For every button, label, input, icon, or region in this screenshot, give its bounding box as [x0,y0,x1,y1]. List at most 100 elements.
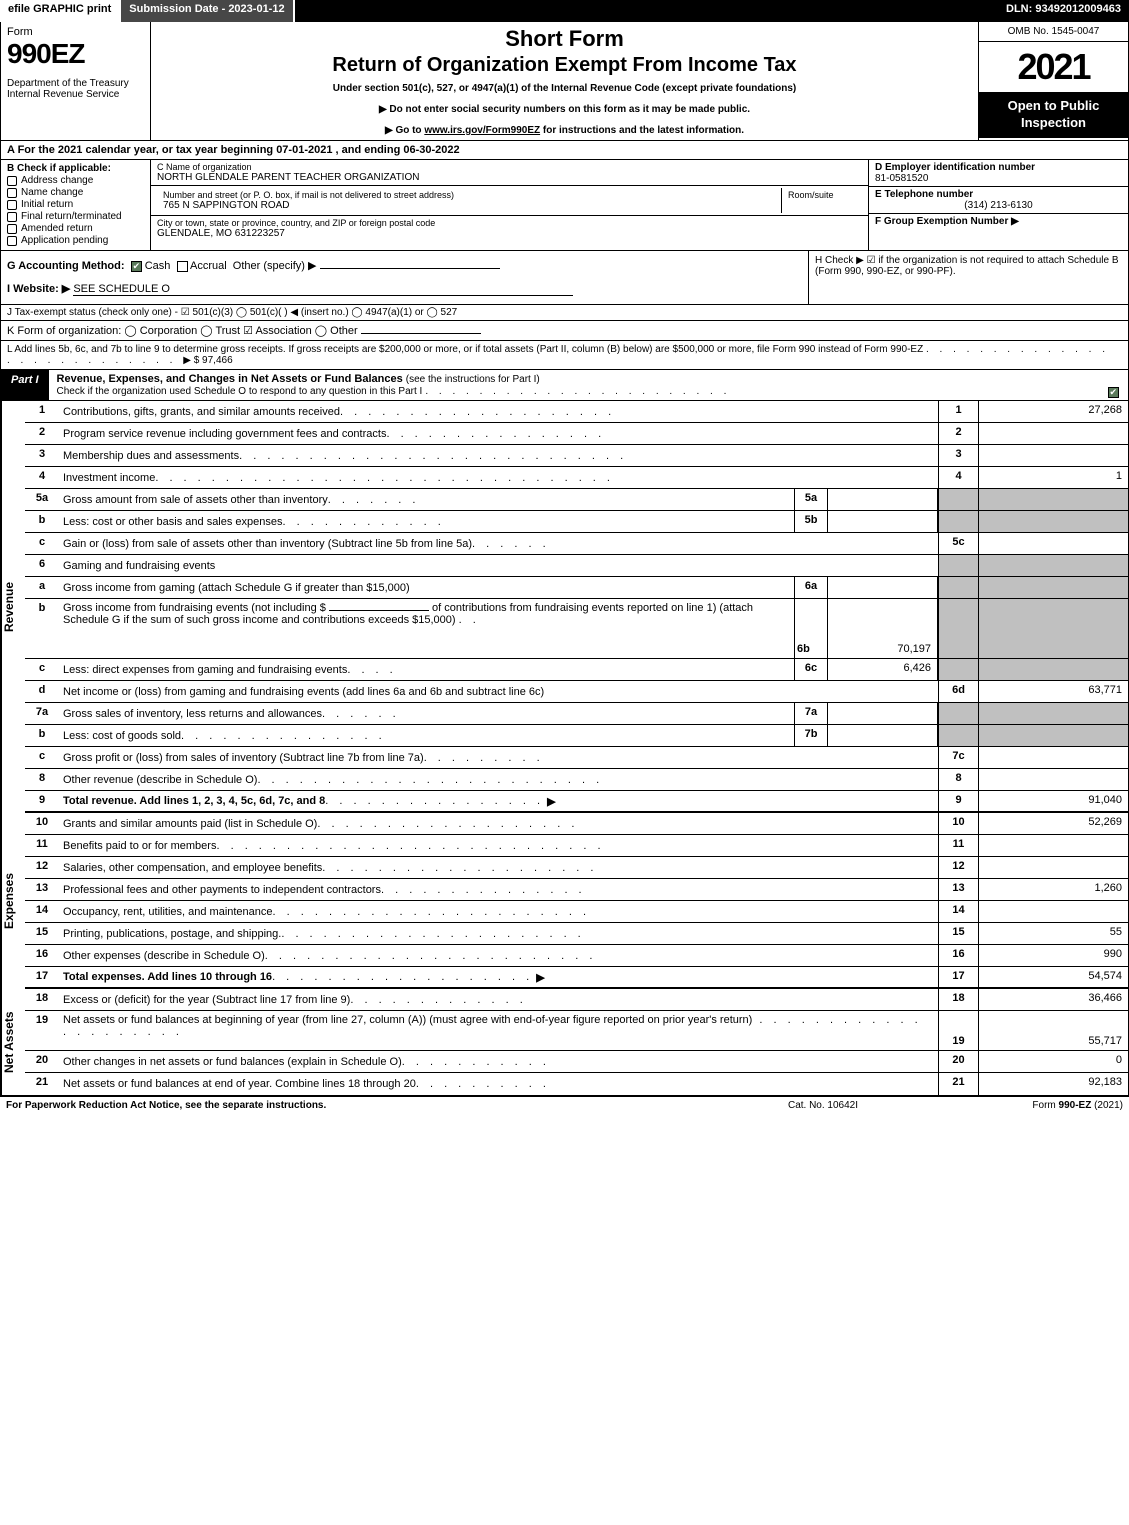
line-7a-colnum-shaded [938,703,978,724]
line-3-value [978,445,1128,466]
line-14: 14 Occupancy, rent, utilities, and maint… [25,901,1128,923]
line-20-value: 0 [978,1051,1128,1072]
line-6c-mininum: 6c [794,659,828,680]
lbl-name-change: Name change [21,187,83,198]
c-city-label: City or town, state or province, country… [157,218,862,228]
irs-link[interactable]: www.irs.gov/Form990EZ [424,125,540,136]
l-text: L Add lines 5b, 6c, and 7b to line 9 to … [7,344,923,355]
line-7a-num: 7a [25,703,59,724]
part-i-header: Part I Revenue, Expenses, and Changes in… [0,370,1129,401]
line-3-num: 3 [25,445,59,466]
dots: . . . . . . . . . . . . . . . . . . . [317,818,578,830]
line-15-value: 55 [978,923,1128,944]
line-4-num: 4 [25,467,59,488]
line-9-value: 91,040 [978,791,1128,811]
line-13: 13 Professional fees and other payments … [25,879,1128,901]
line-7c-text: Gross profit or (loss) from sales of inv… [63,752,424,764]
line-6c-colnum-shaded [938,659,978,680]
line-14-colnum: 14 [938,901,978,922]
form-number: 990EZ [7,38,144,70]
arrow-icon: ▶ [536,971,544,984]
line-18-value: 36,466 [978,989,1128,1010]
line-17-text: Total expenses. Add lines 10 through 16 [63,971,272,983]
c-room: Room/suite [782,188,862,213]
line-12-value [978,857,1128,878]
line-10-text: Grants and similar amounts paid (list in… [63,818,317,830]
line-3-text: Membership dues and assessments [63,450,239,462]
efile-print-button[interactable]: efile GRAPHIC print [0,0,121,22]
line-1-text: Contributions, gifts, grants, and simila… [63,406,340,418]
line-6b-blank[interactable] [329,610,429,611]
line-5b: b Less: cost or other basis and sales ex… [25,511,1128,533]
row-gh: G Accounting Method: Cash Accrual Other … [0,250,1129,305]
line-2: 2 Program service revenue including gove… [25,423,1128,445]
line-1: 1 Contributions, gifts, grants, and simi… [25,401,1128,423]
line-19-value: 55,717 [978,1011,1128,1050]
line-12: 12 Salaries, other compensation, and emp… [25,857,1128,879]
line-6c-num: c [25,659,59,680]
f-label: F Group Exemption Number ▶ [875,216,1019,227]
k-other-field[interactable] [361,333,481,334]
submission-date: Submission Date - 2023-01-12 [121,0,294,22]
chk-amended-return[interactable] [7,224,17,234]
revenue-table: Revenue 1 Contributions, gifts, grants, … [0,401,1129,813]
l-gross-receipts: L Add lines 5b, 6c, and 7b to line 9 to … [0,341,1129,370]
chk-application-pending[interactable] [7,236,17,246]
c-name-block: C Name of organization NORTH GLENDALE PA… [151,160,868,186]
line-16: 16 Other expenses (describe in Schedule … [25,945,1128,967]
line-2-colnum: 2 [938,423,978,444]
subtitle: Under section 501(c), 527, or 4947(a)(1)… [161,83,968,94]
dots: . . . . . . [322,708,400,720]
dots: . . . . . . . . . . . . . . . . . . . . … [257,774,603,786]
dots: . . . . . . . . . . . . . . . . . . . . … [281,928,584,940]
line-2-num: 2 [25,423,59,444]
line-15-text: Printing, publications, postage, and shi… [63,928,281,940]
department: Department of the Treasury Internal Reve… [7,78,144,100]
f-group-exemption: F Group Exemption Number ▶ [869,214,1128,229]
part-i-checkbox[interactable] [1108,387,1119,398]
line-18-colnum: 18 [938,989,978,1010]
form-header: Form 990EZ Department of the Treasury In… [0,22,1129,141]
block-bcdef: B Check if applicable: Address change Na… [0,160,1129,250]
part-i-checkbox-cell [1098,370,1128,400]
line-6a-minival [828,577,938,598]
dots: . . . . . . . . . . . . . . . . . . . . … [155,472,614,484]
row-a-calendar-year: A For the 2021 calendar year, or tax yea… [0,141,1129,160]
line-21-colnum: 21 [938,1073,978,1095]
arrow-icon: ▶ [547,795,555,808]
dots: . . . . . . . [328,494,420,506]
chk-cash[interactable] [131,261,142,272]
dots: . . . . . . . . . . . . [283,516,445,528]
bullet-ssn: ▶ Do not enter social security numbers o… [161,104,968,115]
line-15: 15 Printing, publications, postage, and … [25,923,1128,945]
line-11: 11 Benefits paid to or for members . . .… [25,835,1128,857]
line-13-num: 13 [25,879,59,900]
c-name-value: NORTH GLENDALE PARENT TEACHER ORGANIZATI… [157,172,862,183]
revenue-side-label: Revenue [1,401,25,813]
line-7b-num: b [25,725,59,746]
lbl-cash: Cash [145,260,171,272]
dots: . . . . . . . . . . . . . . . . . . . . … [239,450,627,462]
dots: . . . . . . . . . . . . . . . . . . . . … [265,950,597,962]
line-5c: c Gain or (loss) from sale of assets oth… [25,533,1128,555]
column-b-checkboxes: B Check if applicable: Address change Na… [1,160,151,250]
line-11-value [978,835,1128,856]
line-8-value [978,769,1128,790]
chk-name-change[interactable] [7,188,17,198]
dots: . . . . . . . . . . . . . . . . . . . . [340,406,615,418]
footer-middle: Cat. No. 10642I [723,1100,923,1111]
line-4: 4 Investment income . . . . . . . . . . … [25,467,1128,489]
line-8-colnum: 8 [938,769,978,790]
line-3: 3 Membership dues and assessments . . . … [25,445,1128,467]
chk-address-change[interactable] [7,176,17,186]
chk-final-return[interactable] [7,212,17,222]
c-room-label: Room/suite [788,190,856,200]
line-7a-mininum: 7a [794,703,828,724]
netassets-side-label: Net Assets [1,989,25,1095]
chk-accrual[interactable] [177,261,188,272]
line-1-colnum: 1 [938,401,978,422]
chk-initial-return[interactable] [7,200,17,210]
other-specify-field[interactable] [320,268,500,269]
title-return: Return of Organization Exempt From Incom… [161,54,968,77]
line-6c-minival: 6,426 [828,659,938,680]
